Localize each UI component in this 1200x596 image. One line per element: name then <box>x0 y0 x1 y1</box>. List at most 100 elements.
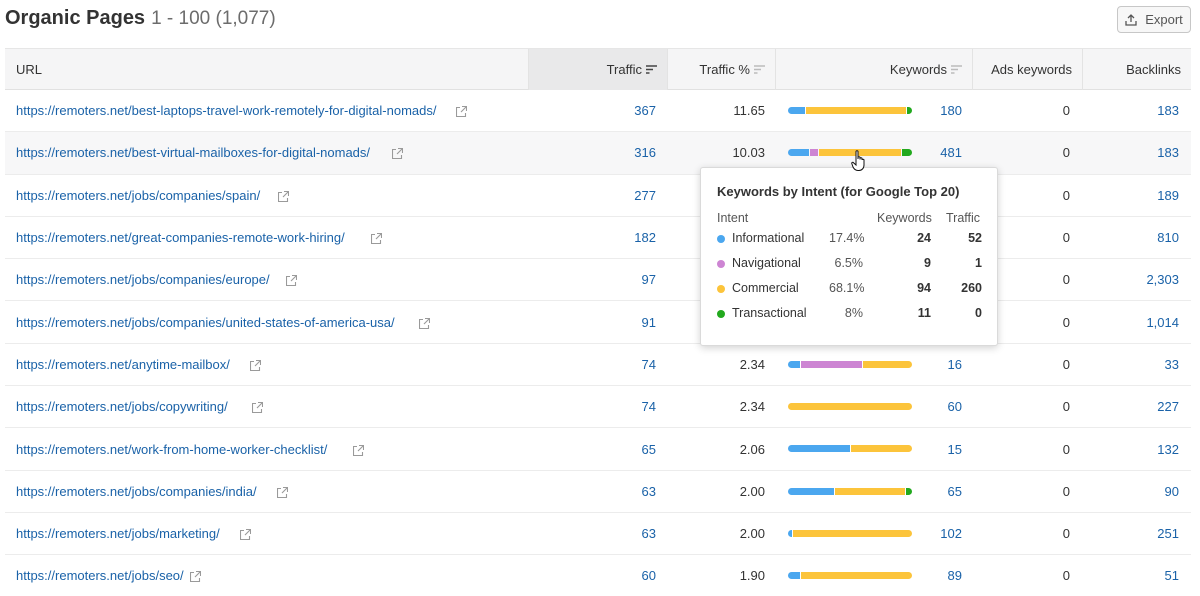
intent-name: Transactional <box>732 306 807 320</box>
traffic-cell[interactable]: 316 <box>634 145 656 161</box>
url-link[interactable]: https://remoters.net/work-from-home-work… <box>16 441 328 457</box>
traffic-cell[interactable]: 63 <box>641 483 656 499</box>
external-link-icon[interactable] <box>418 317 430 329</box>
intent-segment-informational <box>788 149 810 157</box>
external-link-icon[interactable] <box>285 274 297 287</box>
url-link[interactable]: https://remoters.net/jobs/marketing/ <box>16 526 220 542</box>
column-keywords-label: Keywords <box>889 62 947 77</box>
ads-keywords-cell: 0 <box>1062 399 1070 415</box>
url-link[interactable]: https://remoters.net/best-laptops-travel… <box>16 103 437 119</box>
table-row[interactable]: https://remoters.net/jobs/companies/unit… <box>5 301 1191 344</box>
intent-segment-informational <box>788 445 850 453</box>
traffic-cell[interactable]: 182 <box>634 230 656 246</box>
backlinks-cell[interactable]: 132 <box>1157 441 1179 457</box>
url-link[interactable]: https://remoters.net/jobs/companies/unit… <box>16 314 395 330</box>
url-link[interactable]: https://remoters.net/jobs/seo/ <box>16 568 184 584</box>
intent-bar[interactable] <box>788 529 912 537</box>
backlinks-cell[interactable]: 183 <box>1157 103 1179 119</box>
table-row[interactable]: https://remoters.net/anytime-mailbox/74 2… <box>5 344 1191 387</box>
table-row[interactable]: https://remoters.net/jobs/seo/60 1.90 89 0 5… <box>5 555 1191 596</box>
backlinks-cell[interactable]: 183 <box>1157 145 1179 161</box>
intent-bar[interactable] <box>788 360 912 368</box>
intent-percent: 8% <box>844 306 863 320</box>
external-link-icon[interactable] <box>239 528 251 541</box>
table-row[interactable]: https://remoters.net/work-from-home-work… <box>5 428 1191 471</box>
intent-bar[interactable] <box>788 403 912 411</box>
intent-name: Commercial <box>732 281 799 295</box>
external-link-icon[interactable] <box>456 105 468 118</box>
intent-traffic: 52 <box>968 231 982 245</box>
table-row[interactable]: https://remoters.net/jobs/copywriting/74… <box>5 386 1191 429</box>
table-row[interactable]: https://remoters.net/best-laptops-travel… <box>5 90 1191 133</box>
traffic-pct-cell: 10.03 <box>732 145 765 161</box>
backlinks-cell[interactable]: 189 <box>1157 187 1179 203</box>
url-cell: https://remoters.net/jobs/copywriting/ <box>16 386 263 427</box>
external-link-icon[interactable] <box>391 147 404 160</box>
external-link-icon[interactable] <box>353 444 365 456</box>
column-ads-keywords-label: Ads keywords <box>991 62 1072 77</box>
url-link[interactable]: https://remoters.net/jobs/companies/indi… <box>16 483 257 499</box>
url-link[interactable]: https://remoters.net/jobs/companies/spai… <box>16 187 261 203</box>
keywords-cell[interactable]: 481 <box>940 145 962 161</box>
table-row[interactable]: https://remoters.net/jobs/companies/euro… <box>5 259 1191 302</box>
table-row[interactable]: https://remoters.net/jobs/companies/indi… <box>5 471 1191 513</box>
traffic-pct-cell: 1.90 <box>739 568 765 584</box>
url-link[interactable]: https://remoters.net/great-companies-rem… <box>16 230 345 246</box>
backlinks-cell[interactable]: 810 <box>1157 230 1179 246</box>
external-link-icon[interactable] <box>189 570 201 583</box>
traffic-cell[interactable]: 97 <box>641 272 656 288</box>
table-row[interactable]: https://remoters.net/jobs/companies/spai… <box>5 175 1191 217</box>
backlinks-cell[interactable]: 33 <box>1164 356 1179 372</box>
traffic-cell[interactable]: 74 <box>641 399 656 415</box>
column-keywords[interactable]: Keywords <box>776 49 973 90</box>
intent-bar[interactable] <box>788 572 912 580</box>
keywords-cell[interactable]: 102 <box>940 526 962 542</box>
traffic-cell[interactable]: 65 <box>641 441 656 457</box>
traffic-cell[interactable]: 367 <box>634 103 656 119</box>
external-link-icon[interactable] <box>249 359 261 371</box>
intent-percent: 6.5% <box>834 256 864 270</box>
traffic-cell[interactable]: 74 <box>641 356 656 372</box>
traffic-cell[interactable]: 60 <box>641 568 656 584</box>
intent-dot-icon <box>717 260 725 268</box>
keywords-cell[interactable]: 180 <box>940 103 962 119</box>
export-button[interactable]: Export <box>1117 6 1191 33</box>
url-link[interactable]: https://remoters.net/jobs/copywriting/ <box>16 399 228 415</box>
backlinks-cell[interactable]: 2,303 <box>1146 272 1179 288</box>
external-link-icon[interactable] <box>278 190 290 202</box>
intent-bar[interactable] <box>788 149 912 157</box>
external-link-icon[interactable] <box>276 486 288 498</box>
keywords-cell[interactable]: 89 <box>947 568 962 584</box>
url-link[interactable]: https://remoters.net/best-virtual-mailbo… <box>16 145 371 161</box>
table-row[interactable]: https://remoters.net/great-companies-rem… <box>5 217 1191 260</box>
keywords-cell[interactable]: 65 <box>947 483 962 499</box>
keywords-cell[interactable]: 60 <box>947 399 962 415</box>
tooltip-row-transactional: Transactional 8% 11 0 <box>717 306 982 331</box>
column-url: URL <box>5 49 529 90</box>
traffic-cell[interactable]: 63 <box>641 526 656 542</box>
intent-dot-icon <box>717 235 725 243</box>
traffic-cell[interactable]: 91 <box>641 314 656 330</box>
intent-traffic: 260 <box>961 281 982 295</box>
table-row[interactable]: https://remoters.net/jobs/marketing/63 2.… <box>5 513 1191 556</box>
intent-bar[interactable] <box>788 107 912 114</box>
intent-bar[interactable] <box>788 445 912 453</box>
keywords-cell[interactable]: 16 <box>947 356 962 372</box>
url-link[interactable]: https://remoters.net/anytime-mailbox/ <box>16 356 230 372</box>
column-traffic-pct[interactable]: Traffic % <box>668 49 776 90</box>
backlinks-cell[interactable]: 251 <box>1157 526 1179 542</box>
external-link-icon[interactable] <box>251 401 263 414</box>
backlinks-cell[interactable]: 227 <box>1157 399 1179 415</box>
backlinks-cell[interactable]: 90 <box>1164 483 1179 499</box>
intent-segment-navigational <box>810 149 818 157</box>
column-traffic[interactable]: Traffic <box>529 49 668 90</box>
url-link[interactable]: https://remoters.net/jobs/companies/euro… <box>16 272 270 288</box>
traffic-cell[interactable]: 277 <box>634 187 656 203</box>
backlinks-cell[interactable]: 1,014 <box>1146 314 1179 330</box>
backlinks-cell[interactable]: 51 <box>1164 568 1179 584</box>
keywords-cell[interactable]: 15 <box>947 441 962 457</box>
intent-bar[interactable] <box>788 487 912 495</box>
table-row[interactable]: https://remoters.net/best-virtual-mailbo… <box>5 132 1191 175</box>
url-cell: https://remoters.net/jobs/companies/euro… <box>16 259 297 300</box>
external-link-icon[interactable] <box>370 232 382 245</box>
